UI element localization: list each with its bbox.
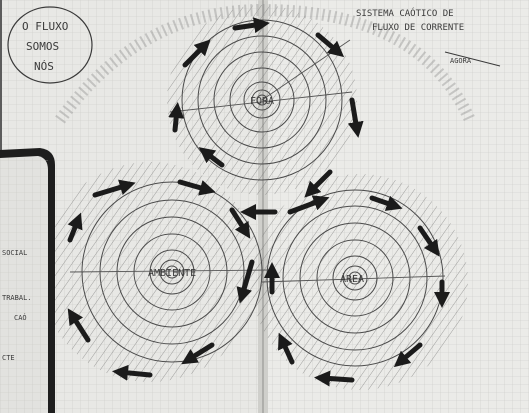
title-line-2: FLUXO DE CORRENTE <box>372 23 464 33</box>
cross-lines <box>69 39 446 283</box>
note-line-2: SOMOS <box>26 40 59 53</box>
circle-left <box>81 181 263 363</box>
side-note-3: CAÓ <box>14 313 27 322</box>
arrow-label: AGORA <box>450 57 472 65</box>
label-right-circle: ÁREA <box>340 272 364 285</box>
label-top-circle: FORA <box>250 96 274 107</box>
note-bubble <box>7 6 93 84</box>
side-note-2: TRABAL. <box>2 294 32 302</box>
label-left-circle: AMBIENTE <box>148 268 196 279</box>
second-notebook: SOCIAL TRABAL. CAÓ CTE <box>0 148 55 413</box>
side-note-4: CTE <box>2 354 15 362</box>
note-line-1: O FLUXO <box>22 20 68 33</box>
side-note-1: SOCIAL <box>2 249 27 257</box>
flow-arrows <box>67 17 451 387</box>
handwriting: O FLUXO SOMOS NÓS SISTEMA CAÓTICO DE FLU… <box>7 6 501 285</box>
note-line-3: NÓS <box>34 60 54 73</box>
title-line-1: SISTEMA CAÓTICO DE <box>356 7 454 19</box>
